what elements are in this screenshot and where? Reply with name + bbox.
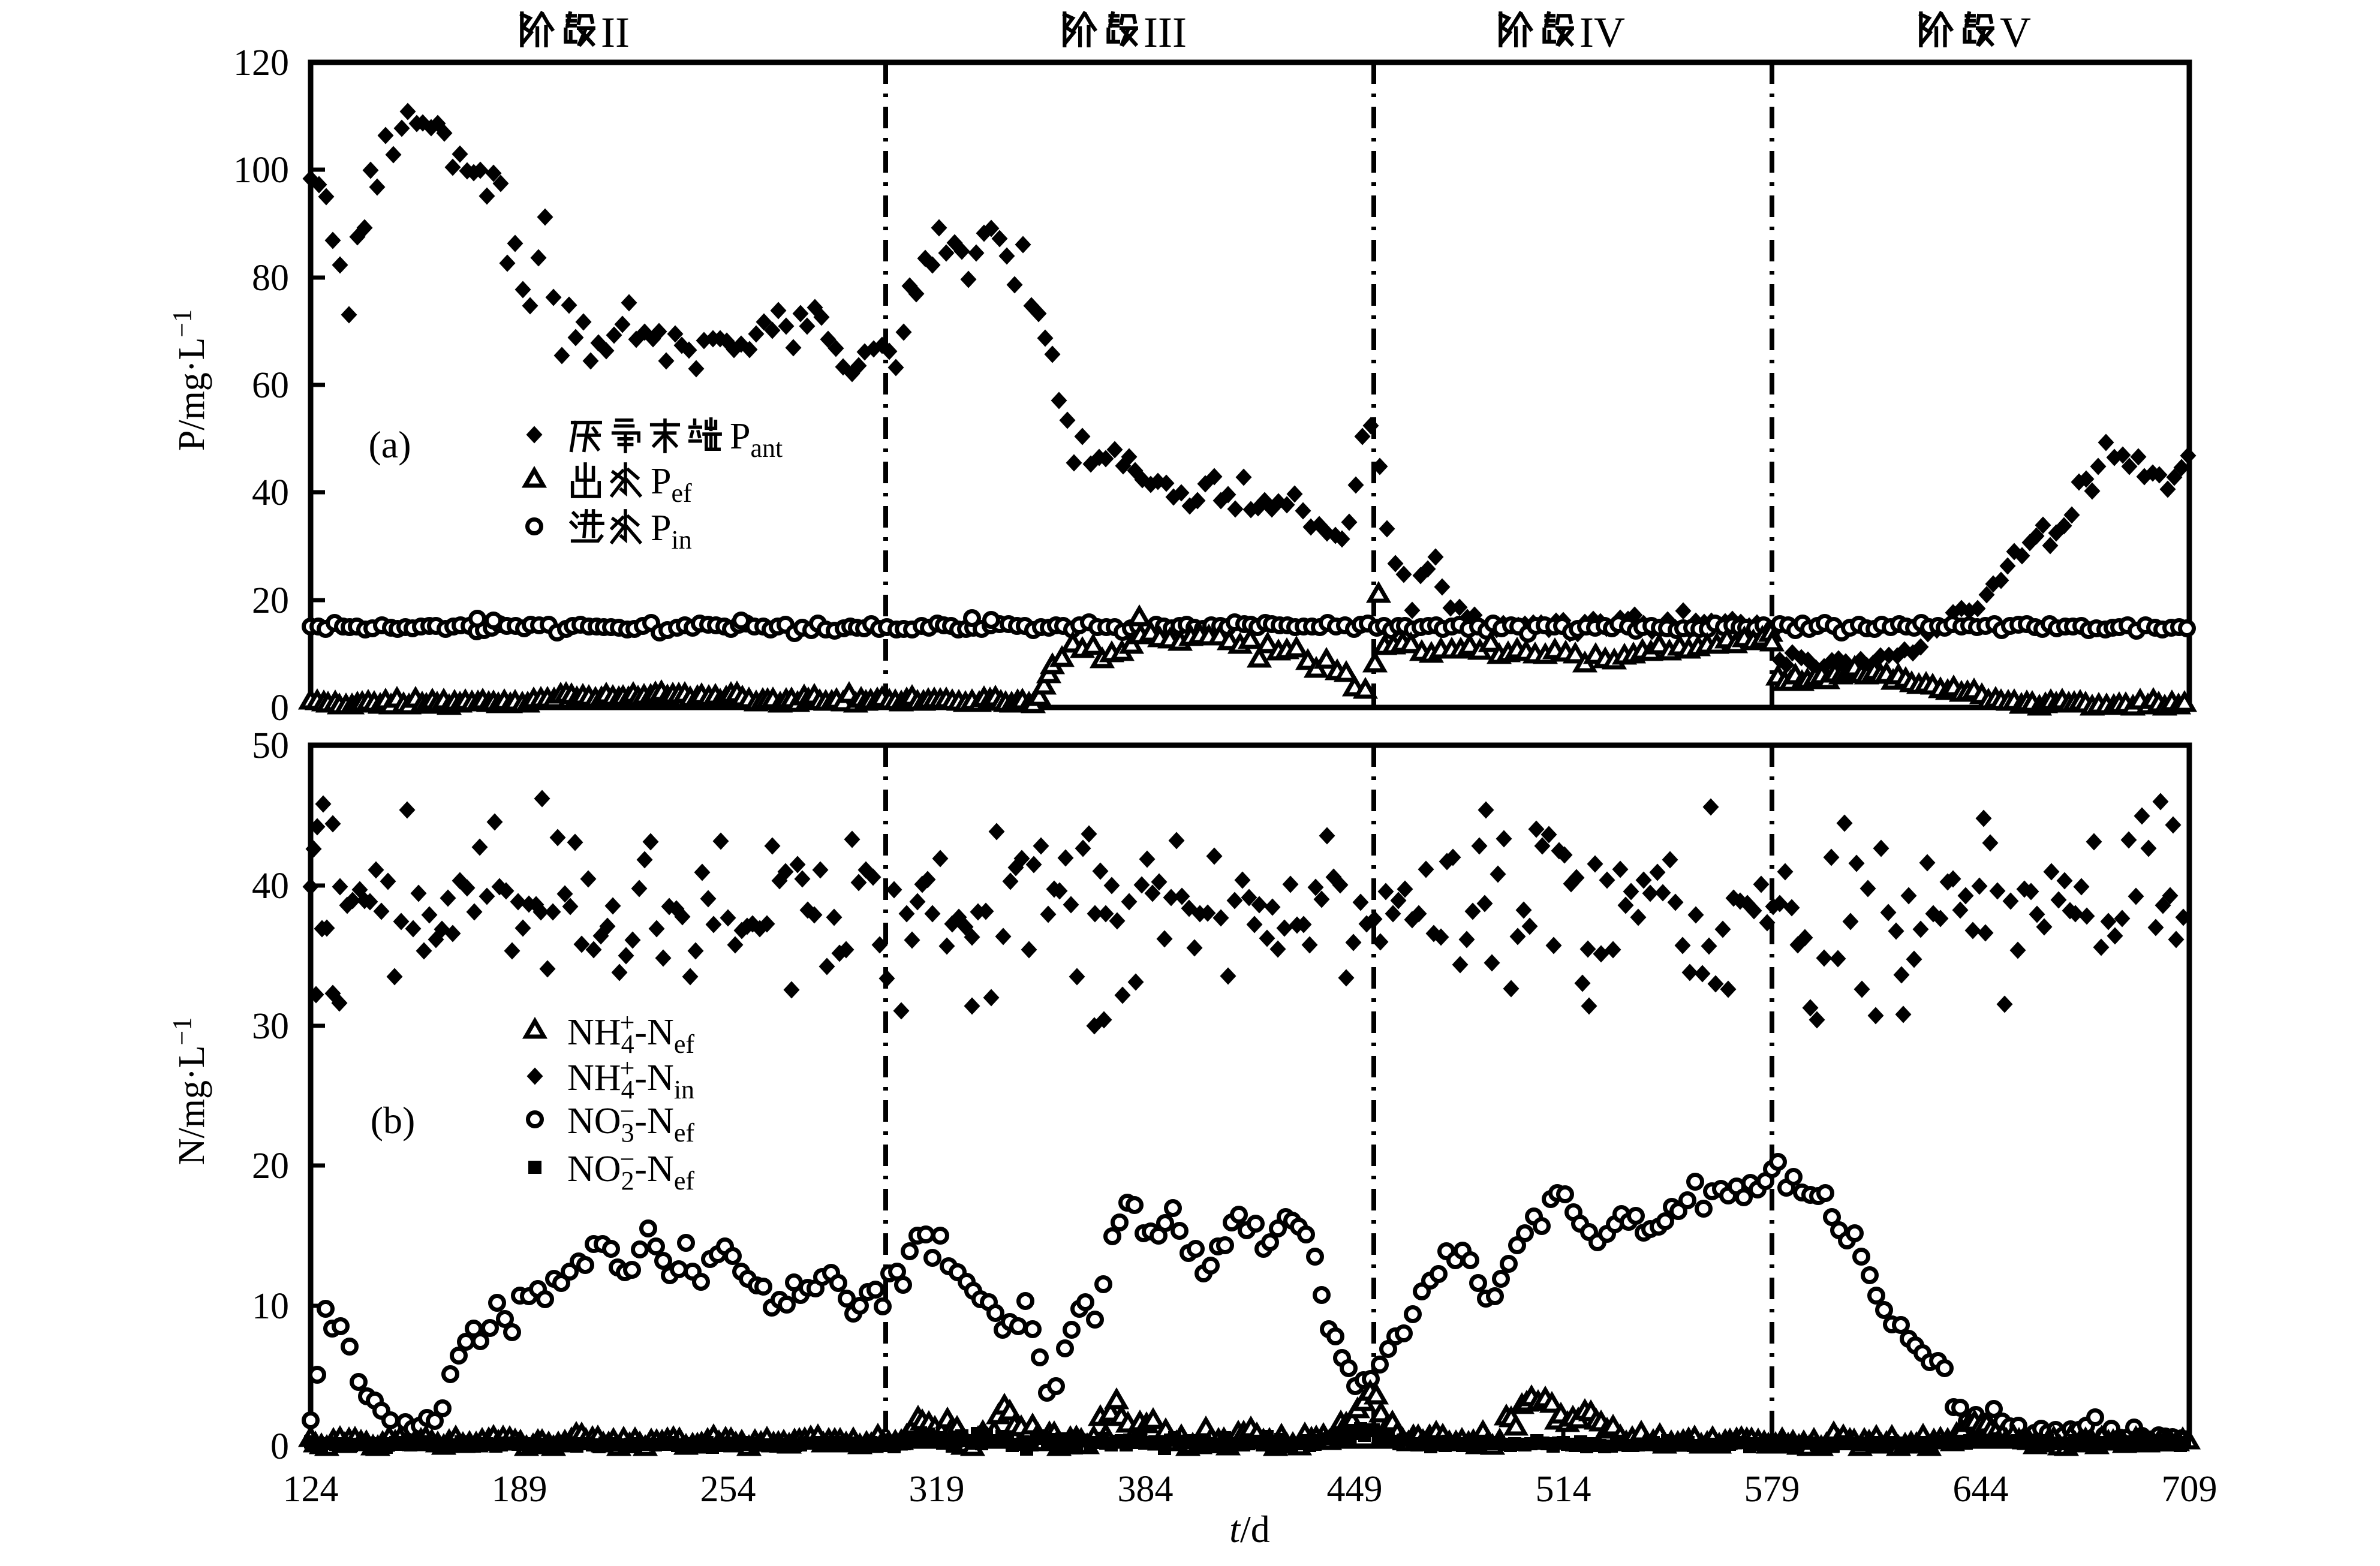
svg-text:t/d: t/d — [1229, 1508, 1270, 1550]
svg-text:NH4+-Nin: NH4+-Nin — [567, 1053, 694, 1104]
svg-text:20: 20 — [252, 1146, 289, 1186]
svg-text:NH4+-Nef: NH4+-Nef — [567, 1008, 694, 1059]
svg-text:124: 124 — [283, 1469, 339, 1510]
svg-text:80: 80 — [252, 258, 289, 299]
svg-text:189: 189 — [492, 1469, 547, 1510]
svg-text:V: V — [2000, 8, 2031, 56]
svg-text:IV: IV — [1579, 8, 1625, 56]
svg-text:254: 254 — [700, 1469, 756, 1510]
svg-text:50: 50 — [252, 725, 289, 766]
svg-text:II: II — [601, 8, 630, 56]
svg-text:709: 709 — [2162, 1469, 2217, 1510]
svg-text:384: 384 — [1118, 1469, 1174, 1510]
svg-text:579: 579 — [1744, 1469, 1800, 1510]
svg-text:644: 644 — [1953, 1469, 2009, 1510]
svg-text:(b): (b) — [371, 1099, 416, 1142]
svg-text:514: 514 — [1536, 1469, 1591, 1510]
svg-text:319: 319 — [909, 1469, 965, 1510]
svg-text:40: 40 — [252, 472, 289, 513]
svg-text:100: 100 — [233, 150, 289, 191]
svg-text:30: 30 — [252, 1006, 289, 1047]
svg-text:NO2−-Nef: NO2−-Nef — [567, 1145, 694, 1195]
svg-text:0: 0 — [270, 688, 289, 728]
svg-text:NO3−-Nef: NO3−-Nef — [567, 1097, 694, 1148]
svg-text:60: 60 — [252, 365, 289, 406]
svg-text:10: 10 — [252, 1286, 289, 1327]
svg-text:III: III — [1144, 8, 1187, 56]
svg-text:(a): (a) — [368, 423, 411, 466]
svg-text:0: 0 — [270, 1426, 289, 1467]
svg-text:20: 20 — [252, 580, 289, 621]
svg-text:40: 40 — [252, 866, 289, 907]
svg-text:Pin: Pin — [651, 508, 692, 555]
svg-text:449: 449 — [1327, 1469, 1383, 1510]
svg-text:120: 120 — [233, 43, 289, 83]
